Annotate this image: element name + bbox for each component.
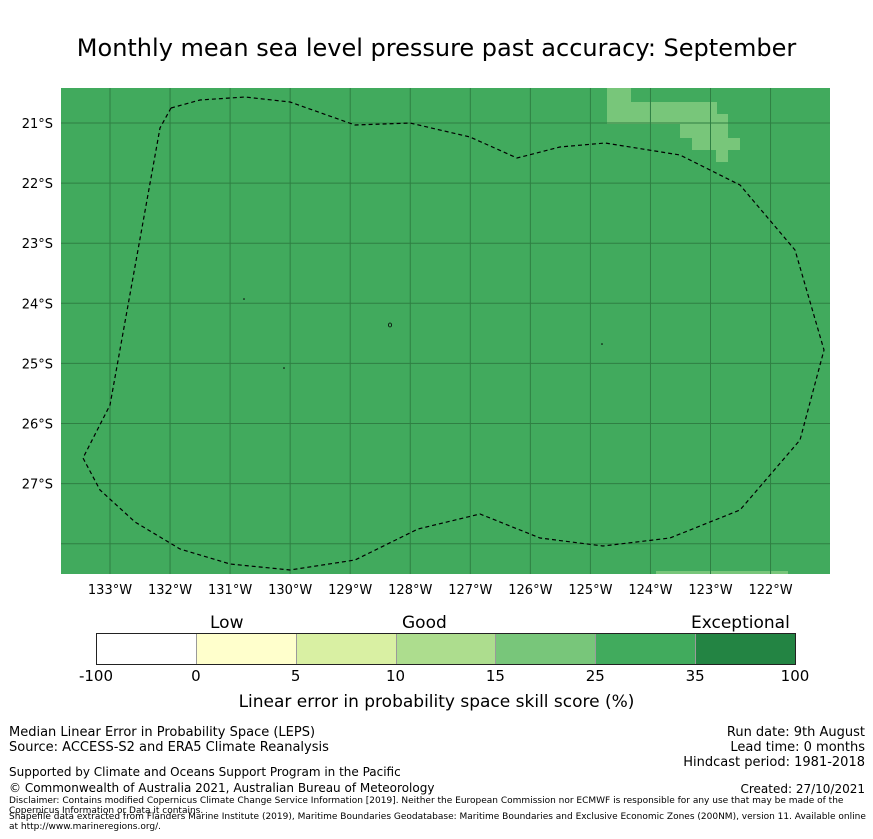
colorbar-tick-label: 5 [290,667,301,685]
colorbar-tick-label: 100 [780,667,810,685]
colorbar-category-exceptional: Exceptional [691,613,790,633]
colorbar-category-good: Good [402,613,447,633]
longitude-label: 131°W [208,583,252,598]
light-skill-cell [619,88,631,102]
page-title: Monthly mean sea level pressure past acc… [76,34,797,62]
longitude-label: 127°W [448,583,492,598]
source-label: Source: ACCESS-S2 and ERA5 Climate Reana… [9,740,329,755]
colorbar-tick-label: 35 [685,667,705,685]
longitude-label: 133°W [88,583,132,598]
colorbar-title: Linear error in probability space skill … [238,692,635,712]
hindcast-label: Hindcast period: 1981-2018 [683,755,865,770]
colorbar-tick-label: 10 [386,667,406,685]
light-skill-cell [607,88,619,102]
colorbar-segment [695,634,796,664]
colorbar-segment [195,634,296,664]
map-panel: 21°S22°S23°S24°S25°S26°S27°S 133°W 132°W 1… [22,88,830,598]
longitude-label: 122°W [748,583,792,598]
colorbar-tick-label: -100 [78,667,114,685]
longitude-label: 125°W [568,583,612,598]
copyright-label: © Commonwealth of Australia 2021, Austra… [9,781,435,795]
latitude-label: 23°S [22,237,53,252]
support-label: Supported by Climate and Oceans Support … [9,765,401,779]
colorbar-segment [495,634,596,664]
colorbar-segment [595,634,696,664]
light-skill-cell [716,150,728,162]
island-markers [243,298,603,369]
run-date-label: Run date: 9th August [726,725,865,740]
longitude-label: 130°W [268,583,312,598]
colorbar-category-low: Low [210,613,244,633]
latitude-label: 25°S [22,357,53,372]
longitude-label: 129°W [328,583,372,598]
longitude-label: 132°W [148,583,192,598]
light-skill-cell [656,571,788,574]
light-skill-cell [716,138,740,150]
longitude-label: 124°W [628,583,672,598]
latitude-label: 22°S [22,177,53,192]
created-label: Created: 27/10/2021 [740,782,865,796]
longitude-label: 126°W [508,583,552,598]
map-background [61,88,830,574]
island-marker [601,343,603,345]
latitude-labels: 21°S 22°S 23°S 24°S 25°S 26°S 27°S [22,117,53,493]
colorbar-tick-label: 0 [191,667,201,685]
longitude-labels: 133°W 132°W 131°W 130°W 129°W 128°W 127°W 126°W… [88,583,793,598]
latitude-label: 26°S [22,418,53,433]
colorbar-bar [96,633,796,665]
island-marker [387,322,392,328]
lead-time-label: Lead time: 0 months [730,740,865,755]
colorbar-segment [395,634,496,664]
colorbar-tick-label: 25 [585,667,605,685]
island-marker [243,298,245,300]
island-marker [283,367,285,369]
longitude-label: 128°W [388,583,432,598]
latitude-label: 21°S [22,117,53,132]
method-label: Median Linear Error in Probability Space… [9,725,316,740]
colorbar-tick-label: 15 [485,667,505,685]
colorbar-segment [295,634,396,664]
disclaimer-text: Disclaimer: Contains modified Copernicus… [9,796,844,816]
shapefile-credit-text: Shapefile data extracted from Flanders M… [9,812,866,832]
longitude-label: 123°W [688,583,732,598]
map-gridlines [61,88,830,574]
latitude-label: 27°S [22,478,53,493]
colorbar-segment [97,634,196,664]
latitude-label: 24°S [22,297,53,312]
